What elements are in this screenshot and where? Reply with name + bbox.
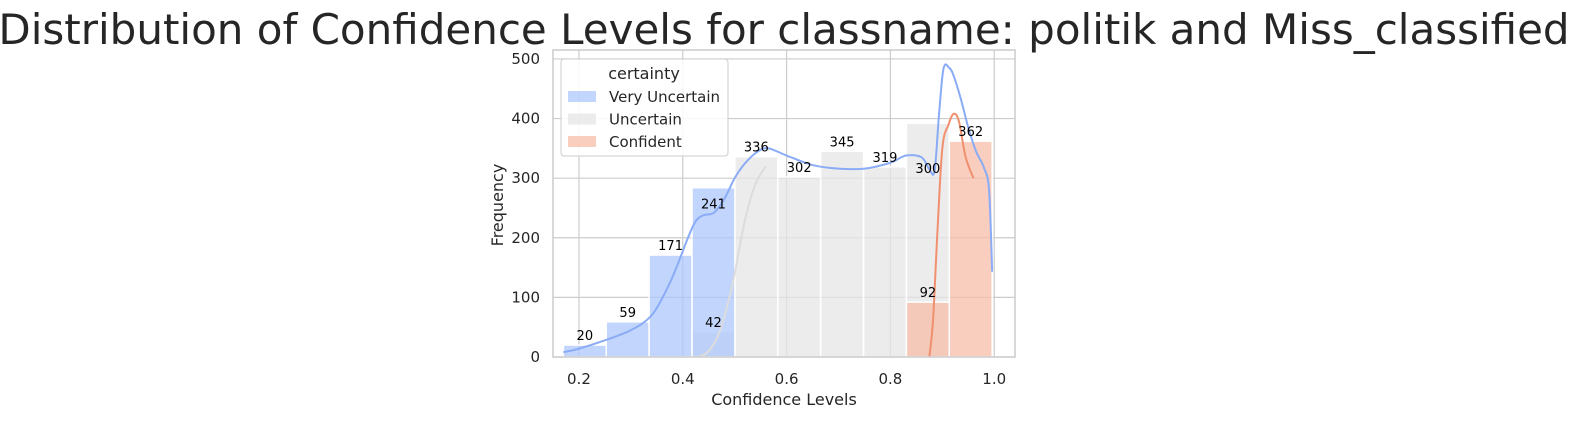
bar-value-label: 59 — [619, 306, 636, 321]
bar-uncertain — [819, 150, 865, 358]
legend-label: Very Uncertain — [609, 88, 720, 106]
y-tick-label: 0 — [530, 348, 540, 366]
y-tick-label: 500 — [511, 50, 540, 68]
y-tick-label: 200 — [511, 229, 540, 247]
plot-frame — [552, 49, 1016, 358]
bar-value-label: 319 — [873, 151, 898, 166]
x-tick-label: 0.2 — [567, 370, 591, 388]
y-tick-label: 100 — [511, 288, 540, 306]
x-tick-label: 0.6 — [775, 370, 799, 388]
bar-value-label: 20 — [577, 329, 594, 344]
bar-value-label: 241 — [701, 197, 726, 212]
bar-very-uncertain — [605, 321, 650, 358]
legend-title: certainty — [608, 64, 680, 83]
bar-value-label: 336 — [744, 141, 769, 156]
bar-uncertain — [734, 155, 779, 358]
bar-value-label: 362 — [958, 125, 983, 140]
legend: certainty Very Uncertain Uncertain Confide… — [560, 58, 729, 157]
x-axis-ticks: 0.2 0.4 0.6 0.8 1.0 — [567, 370, 1006, 388]
legend-box — [560, 58, 729, 157]
x-tick-label: 0.4 — [671, 370, 695, 388]
bar-value-label: 345 — [830, 135, 855, 150]
kde-line-confident — [928, 112, 975, 358]
bar-value-label: 171 — [658, 239, 683, 254]
bar-value-label: 302 — [787, 161, 812, 176]
legend-label: Uncertain — [609, 111, 682, 129]
bar-very-uncertain — [648, 254, 693, 358]
y-axis-label: Frequency — [488, 164, 507, 247]
y-tick-label: 400 — [511, 110, 540, 128]
bar-value-label: 300 — [915, 162, 940, 177]
legend-swatch — [568, 91, 596, 102]
bar-confident — [948, 140, 993, 358]
bar-labels: 20 59 171 241 42 336 302 345 319 300 92 362 — [577, 125, 984, 344]
legend-swatch — [568, 113, 596, 125]
bar-very-uncertain — [691, 186, 736, 358]
kde-line-uncertain — [697, 165, 767, 358]
y-axis-ticks: 0 100 200 300 400 500 — [511, 50, 540, 366]
x-axis-label: Confidence Levels — [711, 390, 857, 409]
y-tick-label: 300 — [511, 169, 540, 187]
bar-uncertain — [777, 176, 822, 358]
kde-line-very-uncertain — [563, 63, 994, 354]
x-tick-label: 0.8 — [878, 370, 902, 388]
x-tick-label: 1.0 — [982, 370, 1006, 388]
bar-confident — [905, 301, 951, 358]
bar-uncertain — [862, 166, 908, 358]
bar-value-label: 92 — [920, 286, 937, 301]
legend-swatch — [568, 136, 596, 147]
legend-label: Confident — [609, 133, 682, 151]
bar-value-label: 42 — [705, 316, 722, 331]
chart-title: Distribution of Confidence Levels for cl… — [0, 5, 1570, 54]
kde-curves — [563, 63, 994, 358]
